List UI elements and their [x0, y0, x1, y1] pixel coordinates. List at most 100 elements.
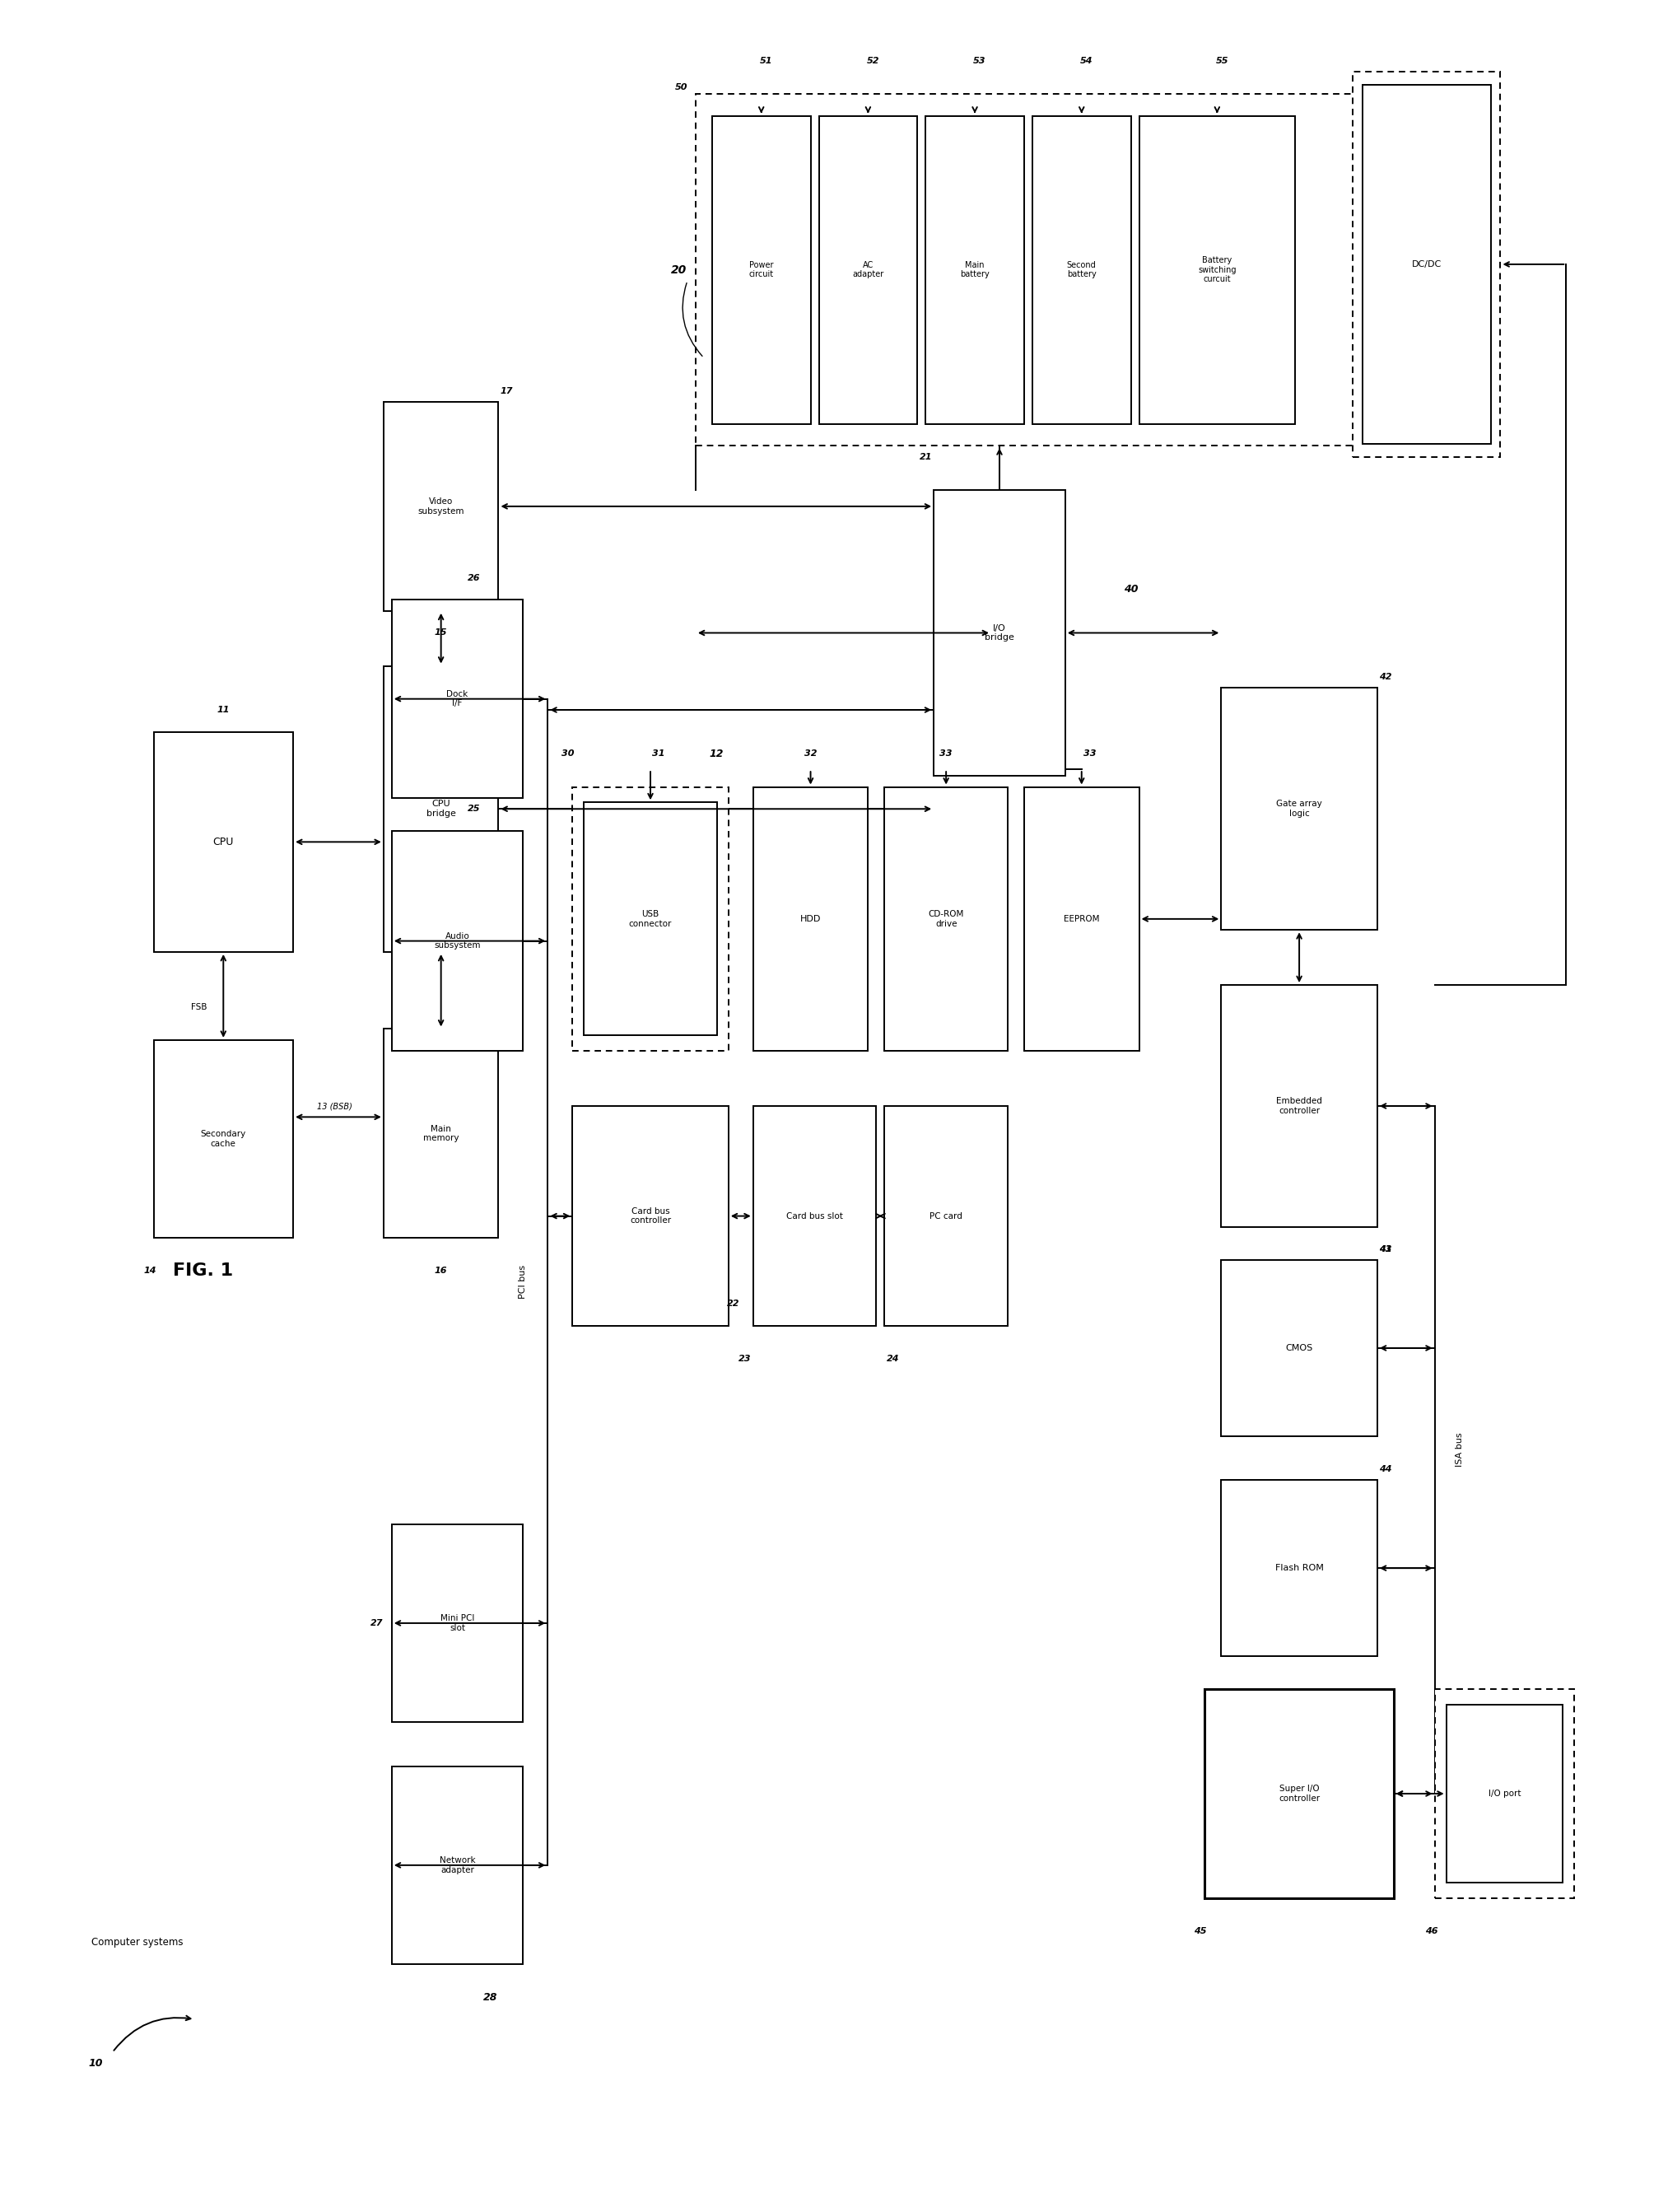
Text: CD-ROM
drive: CD-ROM drive	[928, 909, 964, 927]
Bar	[1353, 71, 1500, 458]
Text: 16: 16	[435, 1267, 447, 1274]
Text: CPU: CPU	[213, 836, 233, 847]
Text: 22: 22	[728, 1301, 739, 1307]
Text: Battery
switching
curcuit: Battery switching curcuit	[1197, 257, 1236, 283]
Text: 54: 54	[1080, 58, 1093, 64]
Text: 14: 14	[144, 1267, 157, 1274]
Text: Flash ROM: Flash ROM	[1275, 1564, 1323, 1573]
Text: 10: 10	[89, 2057, 103, 2068]
Text: 12: 12	[710, 748, 723, 759]
Text: Card bus slot: Card bus slot	[786, 1212, 844, 1221]
Text: DC/DC: DC/DC	[1411, 261, 1441, 268]
Text: 41: 41	[1379, 1245, 1393, 1254]
Text: Power
circuit: Power circuit	[749, 261, 774, 279]
Bar	[392, 832, 523, 1051]
Bar	[384, 403, 498, 611]
Bar	[819, 115, 918, 425]
Bar	[1363, 84, 1490, 445]
Text: Embedded
controller: Embedded controller	[1277, 1097, 1322, 1115]
Text: 13 (BSB): 13 (BSB)	[316, 1102, 352, 1110]
Text: 33: 33	[939, 750, 953, 759]
Bar	[935, 489, 1065, 776]
Bar	[572, 1106, 728, 1325]
Bar	[1446, 1705, 1563, 1882]
Bar	[753, 787, 868, 1051]
Text: 31: 31	[652, 750, 665, 759]
Text: 52: 52	[867, 58, 880, 64]
Text: CPU
bridge: CPU bridge	[427, 801, 457, 818]
Text: Dock
I/F: Dock I/F	[447, 690, 468, 708]
Bar	[885, 787, 1007, 1051]
Text: Super I/O
controller: Super I/O controller	[1279, 1785, 1320, 1803]
Text: 26: 26	[468, 573, 480, 582]
Bar	[1221, 688, 1378, 929]
Text: FIG. 1: FIG. 1	[172, 1263, 233, 1279]
Text: 15: 15	[435, 628, 447, 637]
Bar	[154, 732, 293, 951]
Bar	[1434, 1690, 1575, 1898]
Text: 53: 53	[973, 58, 986, 64]
Bar	[926, 115, 1024, 425]
Text: 43: 43	[1379, 1245, 1393, 1254]
Text: 24: 24	[887, 1356, 900, 1363]
Text: Card bus
controller: Card bus controller	[630, 1208, 672, 1225]
Bar	[1221, 1261, 1378, 1436]
Bar	[1032, 115, 1131, 425]
Bar	[572, 787, 728, 1051]
Bar	[1204, 1690, 1394, 1898]
Bar	[1024, 787, 1140, 1051]
Bar	[1221, 1480, 1378, 1657]
Text: 17: 17	[500, 387, 513, 396]
Text: I/O port: I/O port	[1489, 1790, 1520, 1798]
Bar	[696, 93, 1403, 447]
Bar	[392, 1765, 523, 1964]
Text: PCI bus: PCI bus	[519, 1265, 528, 1298]
Text: 44: 44	[1379, 1464, 1393, 1473]
Text: Second
battery: Second battery	[1067, 261, 1097, 279]
Text: CMOS: CMOS	[1285, 1345, 1313, 1352]
Text: Gate array
logic: Gate array logic	[1277, 801, 1322, 818]
Text: Secondary
cache: Secondary cache	[200, 1130, 246, 1148]
Bar	[392, 599, 523, 799]
Text: EEPROM: EEPROM	[1064, 916, 1100, 922]
Text: Network
adapter: Network adapter	[440, 1856, 475, 1874]
Text: 20: 20	[672, 263, 686, 276]
Text: 28: 28	[483, 1991, 498, 2002]
Bar	[384, 1029, 498, 1239]
Text: 23: 23	[738, 1356, 751, 1363]
Text: 21: 21	[920, 453, 931, 460]
Text: Audio
subsystem: Audio subsystem	[433, 931, 481, 949]
Bar	[1221, 984, 1378, 1228]
Text: 32: 32	[804, 750, 817, 759]
Bar	[584, 803, 716, 1035]
Text: 42: 42	[1379, 672, 1393, 681]
Bar	[753, 1106, 877, 1325]
Text: Main
battery: Main battery	[959, 261, 989, 279]
Text: Computer systems: Computer systems	[91, 1938, 184, 1947]
Bar	[154, 1040, 293, 1239]
Text: 55: 55	[1216, 58, 1229, 64]
Text: I/O
bridge: I/O bridge	[984, 624, 1014, 641]
Text: USB
connector: USB connector	[629, 909, 672, 927]
Text: ISA bus: ISA bus	[1456, 1433, 1464, 1467]
Text: 25: 25	[468, 805, 480, 814]
Text: PC card: PC card	[930, 1212, 963, 1221]
Text: 46: 46	[1426, 1927, 1437, 1936]
Text: 11: 11	[217, 706, 230, 714]
Text: 50: 50	[675, 84, 688, 91]
Bar	[384, 666, 498, 951]
Text: 40: 40	[1123, 584, 1138, 595]
Text: 45: 45	[1194, 1927, 1206, 1936]
Text: 33: 33	[1083, 750, 1097, 759]
Bar	[711, 115, 810, 425]
Bar	[392, 1524, 523, 1723]
Text: Main
memory: Main memory	[423, 1124, 458, 1141]
Text: 30: 30	[561, 750, 574, 759]
Text: Mini PCI
slot: Mini PCI slot	[440, 1615, 475, 1632]
Text: Video
subsystem: Video subsystem	[418, 498, 465, 515]
Text: 27: 27	[370, 1619, 384, 1628]
Bar	[1140, 115, 1295, 425]
Text: HDD: HDD	[801, 916, 820, 922]
Text: 51: 51	[759, 58, 772, 64]
Bar	[885, 1106, 1007, 1325]
